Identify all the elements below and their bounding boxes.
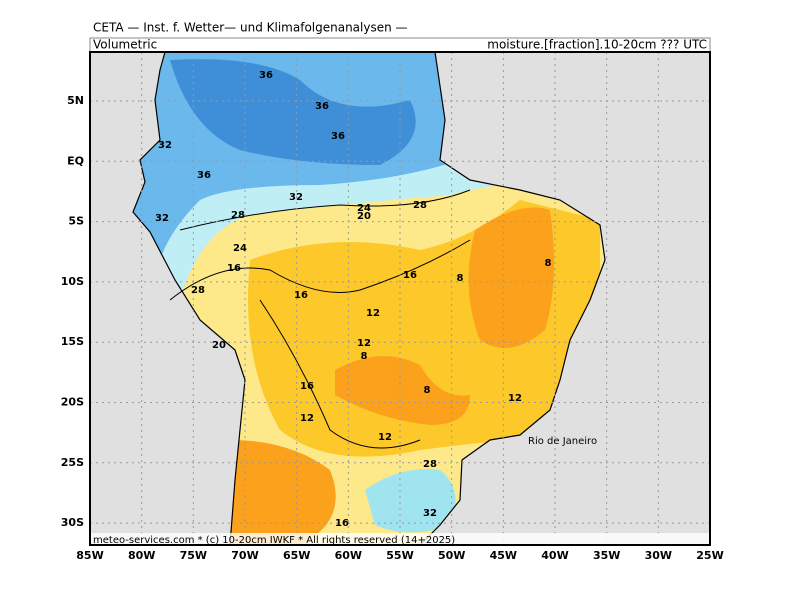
contour-label: 28	[191, 285, 205, 296]
contour-label: 32	[289, 192, 303, 203]
contour-label: 12	[366, 308, 380, 319]
header-title: CETA — Inst. f. Wetter— und Klimafolgena…	[93, 21, 408, 35]
map-frame	[89, 51, 711, 546]
lon-label: 25W	[696, 549, 723, 562]
lat-label: 15S	[61, 335, 84, 348]
lon-label: 50W	[438, 549, 465, 562]
contour-label: 32	[158, 140, 172, 151]
lon-label: 65W	[283, 549, 310, 562]
field-orange-central	[335, 356, 470, 425]
header-right: moisture.[fraction].10-20cm ??? UTC	[487, 38, 707, 52]
contour-label: 36	[331, 131, 345, 142]
lon-label: 70W	[231, 549, 258, 562]
lat-label: 30S	[61, 516, 84, 529]
contour-label: 12	[357, 338, 371, 349]
field-orange-south	[230, 440, 336, 545]
lon-label: 60W	[335, 549, 362, 562]
contour-label: 16	[300, 381, 314, 392]
contour-label: 12	[378, 432, 392, 443]
contour-label: 12	[300, 413, 314, 424]
contour-label: 24	[357, 203, 371, 214]
contour-label: 8	[457, 273, 464, 284]
lon-label: 75W	[180, 549, 207, 562]
field-deep-blue	[170, 59, 416, 165]
lon-label: 80W	[128, 549, 155, 562]
grid	[90, 52, 710, 545]
axes: 85W 80W 75W 70W 65W 60W 55W 50W 45W 40W 35W 30W 25W 5…	[61, 94, 724, 562]
lon-label: 85W	[76, 549, 103, 562]
contour-label: 8	[361, 351, 368, 362]
footer-bar	[90, 533, 710, 545]
place-label: Rio de Janeiro	[528, 436, 597, 447]
header-left: Volumetric	[93, 38, 157, 52]
contour-label: 16	[294, 290, 308, 301]
contour-label: 20	[212, 340, 226, 351]
contour-label: 36	[259, 70, 273, 81]
contour-label: 16	[227, 263, 241, 274]
contour-label: 20	[357, 211, 371, 222]
lon-label: 30W	[645, 549, 672, 562]
contour-label: 36	[315, 101, 329, 112]
field-orange-ne	[468, 207, 554, 348]
footer: meteo-services.com * (c) 10-20cm IWKF * …	[93, 535, 455, 546]
contour-label: 36	[197, 170, 211, 181]
lon-label: 45W	[490, 549, 517, 562]
contour-label: 28	[413, 200, 427, 211]
lon-label: 55W	[386, 549, 413, 562]
contour-label: 8	[424, 385, 431, 396]
lat-label: EQ	[67, 154, 84, 167]
contour-label: 12	[508, 393, 522, 404]
contour-label: 16	[335, 518, 349, 529]
contour-label: 32	[155, 213, 169, 224]
contour-label: 8	[545, 258, 552, 269]
lon-label: 35W	[593, 549, 620, 562]
contour-label: 28	[231, 210, 245, 221]
field-cyan-south	[365, 469, 456, 533]
lat-label: 5S	[68, 215, 84, 228]
lat-label: 5N	[67, 94, 84, 107]
contour-label: 32	[423, 508, 437, 519]
lat-label: 25S	[61, 456, 84, 469]
contour-lines	[169, 189, 471, 449]
lat-label: 20S	[61, 396, 84, 409]
lat-label: 10S	[61, 275, 84, 288]
contour-label: 16	[403, 270, 417, 281]
lon-label: 40W	[541, 549, 568, 562]
contour-label: 24	[233, 243, 247, 254]
contour-label: 28	[423, 459, 437, 470]
